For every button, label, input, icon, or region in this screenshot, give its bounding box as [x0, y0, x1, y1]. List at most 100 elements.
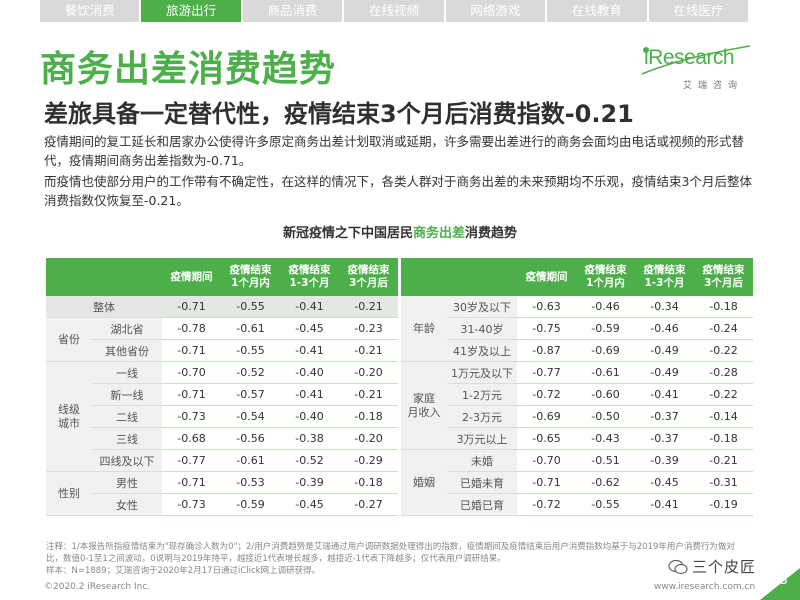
tab-goods[interactable]: 商品消费: [242, 0, 343, 22]
index-value-cell: -0.61: [576, 362, 635, 384]
index-value-cell: -0.20: [339, 362, 398, 384]
index-value-cell: -0.69: [576, 340, 635, 362]
index-value-cell: -0.21: [339, 340, 398, 362]
index-value-cell: -0.56: [221, 428, 280, 450]
footer-url: www.iresearch.com.cn: [654, 582, 756, 592]
index-value-cell: -0.27: [339, 494, 398, 516]
index-value-cell: -0.19: [694, 494, 753, 516]
index-value-cell: -0.21: [694, 450, 753, 472]
index-value-cell: -0.68: [162, 428, 221, 450]
table-header-row: 疫情期间 疫情结束 1个月内 疫情结束 1-3个月 疫情结束 3个月后: [46, 258, 398, 296]
body-paragraph-1: 疫情期间的复工延长和居家办公使得许多原定商务出差计划取消或延期，许多需要出差进行…: [44, 134, 745, 168]
row-label: 二线: [92, 406, 162, 428]
row-label: 2-3万元: [447, 406, 517, 428]
table-header-row: 疫情期间 疫情结束 1个月内 疫情结束 1-3个月 疫情结束 3个月后: [401, 258, 753, 296]
index-value-cell: -0.53: [221, 472, 280, 494]
index-value-cell: -0.59: [221, 494, 280, 516]
index-value-cell: -0.72: [517, 494, 576, 516]
index-value-cell: -0.61: [221, 450, 280, 472]
index-value-cell: -0.22: [694, 384, 753, 406]
tab-education[interactable]: 在线教育: [547, 0, 647, 22]
table-row: 二线 -0.73 -0.54 -0.40 -0.18: [46, 406, 398, 428]
row-label: 新一线: [92, 384, 162, 406]
index-value-cell: -0.62: [576, 472, 635, 494]
category-tab-bar: 餐饮消费 旅游出行 商品消费 在线视频 网络游戏 在线教育 在线医疗: [40, 0, 748, 22]
index-value-cell: -0.41: [280, 296, 339, 318]
row-label: 未婚: [447, 450, 517, 472]
index-value-cell: -0.70: [162, 362, 221, 384]
header-col-1m: 疫情结束 1个月内: [221, 258, 280, 296]
logo-swoosh-icon: [641, 45, 751, 75]
index-value-cell: -0.70: [517, 450, 576, 472]
body-paragraph-2: 而疫情也使部分用户的工作带有不确定性，在这样的情况下，各类人群对于商务出差的未来…: [44, 174, 752, 208]
row-label: 41岁及以上: [447, 340, 517, 362]
index-value-cell: -0.61: [221, 318, 280, 340]
index-value-cell: -0.63: [517, 296, 576, 318]
row-label: 31-40岁: [447, 318, 517, 340]
row-label: 男性: [92, 472, 162, 494]
header-col-during: 疫情期间: [162, 258, 221, 296]
tab-video[interactable]: 在线视频: [344, 0, 444, 22]
index-value-cell: -0.45: [280, 494, 339, 516]
index-value-cell: -0.65: [517, 428, 576, 450]
footnotes: 注释：1/本报告所指疫情结束为"现存确诊人数为0"；2/用户消费趋势是艾瑞通过用…: [46, 541, 746, 577]
page-number: 18: [770, 572, 788, 588]
logo-subtitle: 艾瑞咨询: [683, 81, 744, 91]
index-value-cell: -0.45: [635, 472, 694, 494]
row-label: 已婚已育: [447, 494, 517, 516]
index-value-cell: -0.52: [221, 362, 280, 384]
index-value-cell: -0.71: [162, 384, 221, 406]
index-value-cell: -0.37: [635, 428, 694, 450]
page-title: 商务出差消费趋势: [40, 49, 337, 90]
table-row: 3万元以上 -0.65 -0.43 -0.37 -0.18: [401, 428, 753, 450]
table-row: 新一线 -0.71 -0.57 -0.41 -0.21: [46, 384, 398, 406]
header-blank: [447, 258, 517, 296]
table-row: 31-40岁 -0.75 -0.59 -0.46 -0.24: [401, 318, 753, 340]
row-label: 1万元及以下: [447, 362, 517, 384]
index-value-cell: -0.52: [280, 450, 339, 472]
row-label: 1-2万元: [447, 384, 517, 406]
tab-travel[interactable]: 旅游出行: [141, 0, 241, 22]
table-title-pre: 新冠疫情之下中国居民: [282, 226, 413, 241]
index-value-cell: -0.21: [339, 384, 398, 406]
index-value-cell: -0.87: [517, 340, 576, 362]
index-value-cell: -0.41: [635, 494, 694, 516]
index-value-cell: -0.46: [635, 318, 694, 340]
row-label: 整体: [46, 296, 162, 318]
index-value-cell: -0.54: [221, 406, 280, 428]
table-row: 婚姻 未婚 -0.70 -0.51 -0.39 -0.21: [401, 450, 753, 516]
tab-food[interactable]: 餐饮消费: [40, 0, 140, 22]
tab-medical[interactable]: 在线医疗: [648, 0, 748, 22]
index-value-cell: -0.41: [635, 384, 694, 406]
index-value-cell: -0.38: [280, 428, 339, 450]
index-value-cell: -0.29: [339, 450, 398, 472]
tab-games[interactable]: 网络游戏: [445, 0, 546, 22]
index-value-cell: -0.55: [576, 494, 635, 516]
table-row: 年龄 30岁及以下 -0.63 -0.46 -0.34 -0.18: [401, 296, 753, 362]
table-row: 家庭 月收入 1万元及以下 -0.77 -0.61 -0.49 -0.28: [401, 362, 753, 450]
index-value-cell: -0.50: [576, 406, 635, 428]
row-group-label: 线级 城市: [46, 362, 92, 472]
index-value-cell: -0.78: [162, 318, 221, 340]
row-label: 湖北省: [92, 318, 162, 340]
index-value-cell: -0.59: [576, 318, 635, 340]
index-value-cell: -0.31: [694, 472, 753, 494]
index-value-cell: -0.69: [517, 406, 576, 428]
index-value-cell: -0.43: [576, 428, 635, 450]
right-index-table: 疫情期间 疫情结束 1个月内 疫情结束 1-3个月 疫情结束 3个月后 年龄 30…: [401, 258, 753, 516]
header-blank: [401, 258, 447, 296]
index-value-cell: -0.71: [517, 472, 576, 494]
index-value-cell: -0.49: [635, 362, 694, 384]
index-value-cell: -0.18: [694, 296, 753, 318]
table-title-post: 消费趋势: [465, 226, 518, 241]
left-index-table: 疫情期间 疫情结束 1个月内 疫情结束 1-3个月 疫情结束 3个月后 整体 -0…: [46, 258, 398, 516]
table-row: 其他省份 -0.71 -0.55 -0.41 -0.21: [46, 340, 398, 362]
index-value-cell: -0.18: [339, 472, 398, 494]
row-label: 女性: [92, 494, 162, 516]
index-value-cell: -0.51: [576, 450, 635, 472]
watermark: 三个皮匠: [668, 556, 756, 577]
footnote-sample: 样本：N=1889；艾瑞咨询于2020年2月17日通过iClick网上调研获得。: [46, 566, 321, 576]
footnote-1: 注释：1/本报告所指疫情结束为"现存确诊人数为0"；2/用户消费趋势是艾瑞通过用…: [46, 542, 735, 564]
table-title: 新冠疫情之下中国居民商务出差消费趋势: [0, 222, 800, 241]
index-value-cell: -0.28: [694, 362, 753, 384]
